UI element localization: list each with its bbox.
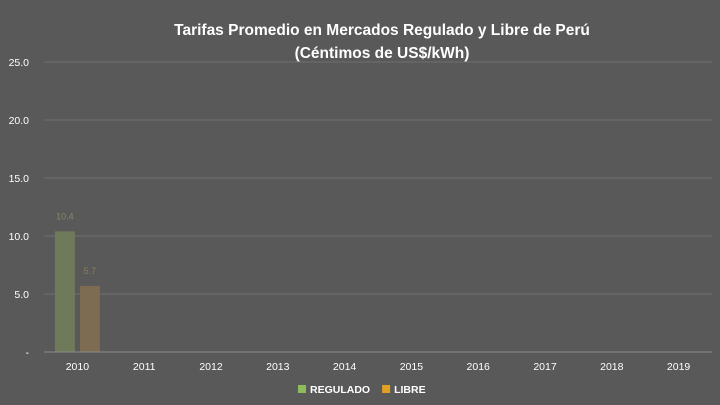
x-tick-label: 2011: [133, 361, 156, 373]
data-labels: 10.4 5.7: [56, 211, 96, 276]
y-tick-label: 5.0: [14, 289, 29, 301]
y-tick-label: 25.0: [9, 57, 30, 69]
x-tick-label: 2013: [266, 361, 290, 373]
y-tick-label: 20.0: [9, 115, 30, 127]
data-label: 5.7: [84, 266, 97, 276]
y-axis-tick-labels: - 5.0 10.0 15.0 20.0 25.0: [9, 57, 30, 359]
y-tick-label: -: [26, 347, 30, 359]
x-tick-label: 2019: [667, 361, 691, 373]
bars: [54, 231, 100, 352]
x-tick-label: 2015: [400, 361, 424, 373]
legend-swatch-regulado: [298, 385, 306, 393]
legend: REGULADO LIBRE: [298, 384, 426, 396]
y-tick-label: 10.0: [9, 231, 30, 243]
x-tick-label: 2017: [533, 361, 557, 373]
bar-regulado-2010: [54, 231, 75, 352]
data-label: 10.4: [56, 211, 74, 221]
legend-swatch-libre: [382, 385, 391, 393]
y-tick-label: 15.0: [9, 173, 30, 185]
x-tick-label: 2010: [66, 361, 90, 373]
legend-label-libre: LIBRE: [394, 384, 426, 396]
x-tick-label: 2012: [199, 361, 223, 373]
x-axis-tick-labels: 2010 2011 2012 2013 2014 2015 2016 2017 2018 2019: [66, 361, 691, 373]
chart-title-line-1: Tarifas Promedio en Mercados Regulado y …: [174, 22, 590, 39]
chart-title-line-2: (Céntimos de US$/kWh): [295, 45, 470, 62]
bar-libre-2010: [79, 285, 100, 352]
legend-label-regulado: REGULADO: [310, 384, 370, 396]
x-tick-label: 2016: [467, 361, 491, 373]
x-tick-label: 2018: [600, 361, 624, 373]
x-tick-label: 2014: [333, 361, 357, 373]
gridlines: [44, 61, 712, 295]
